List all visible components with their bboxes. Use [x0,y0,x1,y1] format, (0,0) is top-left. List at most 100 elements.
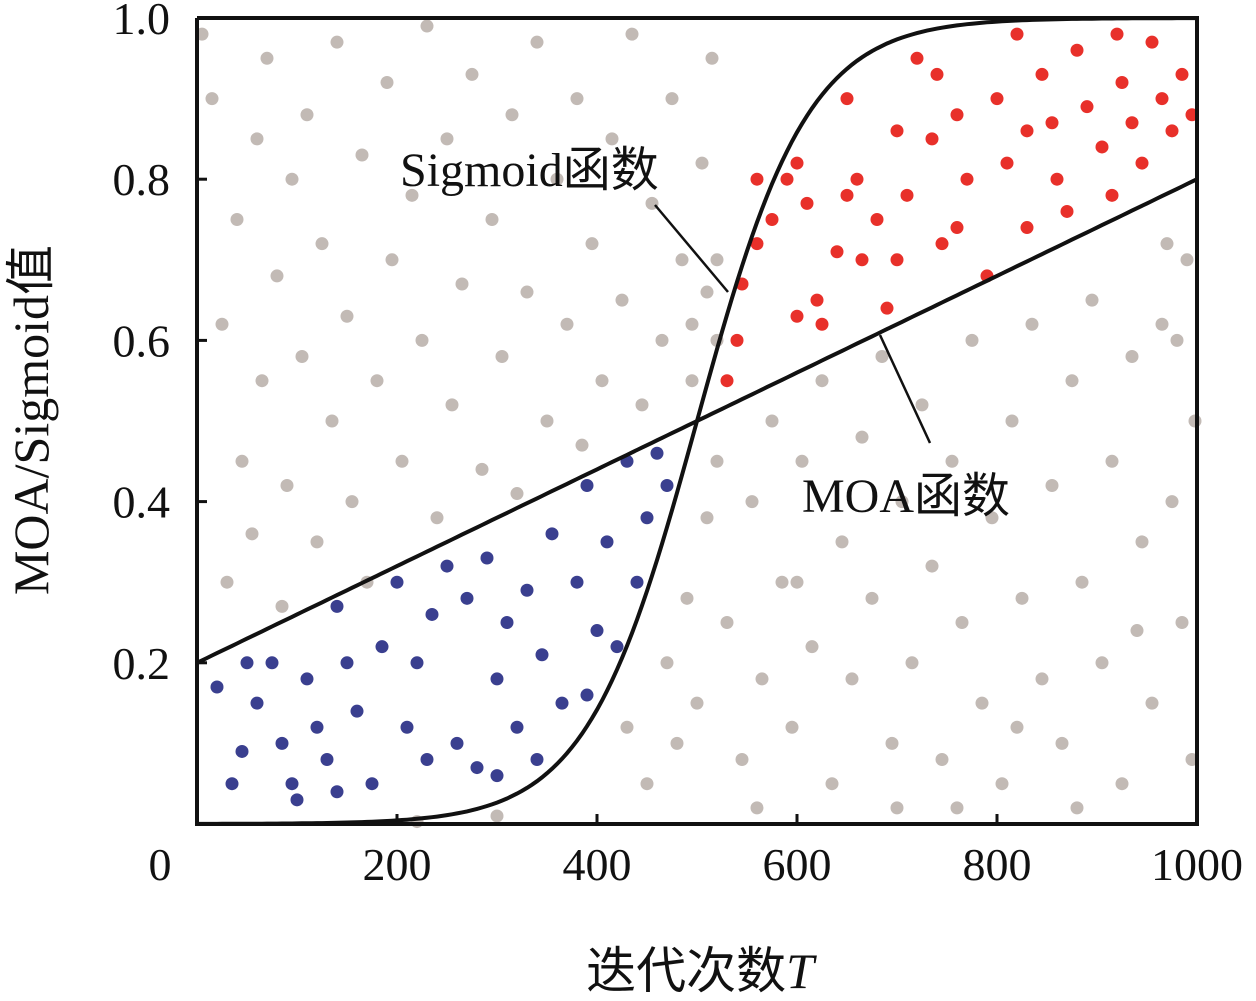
point-gray [550,172,564,186]
x-tick-label: 0 [149,839,172,890]
point-gray [955,616,969,629]
point-gray [490,809,504,823]
point-blue [600,535,614,549]
point-gray [415,333,429,347]
point-gray [1085,293,1099,307]
point-red [790,309,804,323]
point-red [800,196,814,210]
point-gray [280,478,294,492]
point-red [1115,75,1129,89]
point-gray [655,333,669,347]
point-gray [1065,374,1079,388]
point-gray [965,333,979,347]
point-blue [330,785,344,799]
point-gray [510,487,524,501]
point-gray [205,92,219,106]
point-gray [765,414,779,428]
point-blue [400,720,414,734]
point-blue [580,478,594,492]
point-gray [895,495,909,509]
point-blue [440,559,454,573]
point-blue [320,753,334,767]
y-tick-label: 1.0 [113,0,171,44]
point-gray [700,511,714,525]
point-blue [650,446,664,460]
point-red [1095,140,1109,154]
axes [195,16,1199,826]
point-gray [1170,333,1184,347]
point-gray [1010,720,1024,734]
point-blue [275,736,289,750]
moa-curve [196,177,1198,665]
point-gray [795,454,809,468]
point-gray [585,237,599,251]
point-blue [470,761,484,775]
point-blue [225,777,239,791]
point-gray [505,108,519,122]
point-gray [540,414,554,428]
point-blue [390,575,404,589]
point-gray [605,132,619,146]
point-gray [835,535,849,549]
point-gray [995,777,1009,791]
y-tick-label: 0.4 [113,477,171,528]
point-gray [660,656,674,670]
point-blue [660,478,674,492]
point-gray [735,753,749,767]
point-gray [950,801,964,815]
point-gray [885,736,899,750]
point-blue [235,744,249,758]
point-gray [665,92,679,106]
point-gray [475,462,489,476]
point-red [750,237,764,251]
point-blue [460,591,474,605]
point-gray [915,398,929,412]
point-blue [490,672,504,686]
point-red [1125,116,1139,130]
point-blue [480,551,494,565]
point-gray [420,19,434,33]
point-red [1155,92,1169,106]
point-gray [300,108,314,122]
point-red [930,67,944,81]
point-blue [240,656,254,670]
point-gray [1125,350,1139,364]
point-gray [455,277,469,291]
point-blue [265,656,279,670]
point-blue [330,599,344,613]
point-red [750,172,764,186]
x-tick-label: 400 [563,839,632,890]
point-gray [685,317,699,331]
point-gray [755,672,769,686]
point-red [840,92,854,106]
x-tick-label: 800 [963,839,1032,890]
point-gray [890,801,904,815]
point-gray [430,511,444,525]
point-red [990,92,1004,106]
point-blue [510,720,524,734]
point-gray [230,213,244,226]
point-red [1020,221,1034,235]
point-blue [500,616,514,629]
point-red [720,374,734,388]
point-blue [630,575,644,589]
series-red [720,27,1199,388]
point-red [840,188,854,202]
point-red [730,333,744,347]
point-gray [1015,591,1029,605]
point-blue [350,704,364,718]
point-red [1145,35,1159,49]
point-blue [300,672,314,686]
point-gray [570,92,584,106]
point-gray [710,253,724,267]
point-gray [330,35,344,49]
point-red [815,317,829,331]
point-gray [785,720,799,734]
point-gray [445,398,459,412]
point-blue [365,777,379,791]
point-blue [530,753,544,767]
point-red [1010,27,1024,41]
point-blue [310,720,324,734]
point-gray [855,430,869,444]
point-gray [275,599,289,613]
